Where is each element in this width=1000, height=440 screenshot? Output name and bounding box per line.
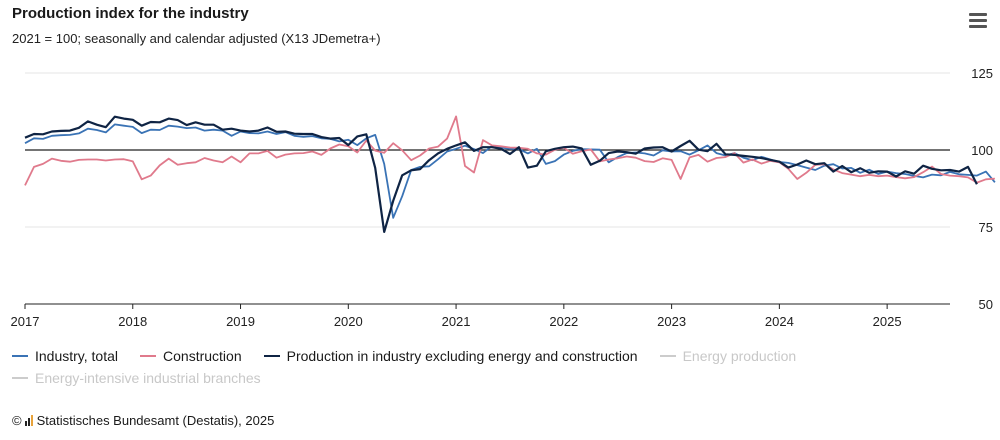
y-tick-label: 100 <box>971 143 993 158</box>
series-line-construction[interactable] <box>24 115 995 186</box>
x-tick-label: 2019 <box>226 314 255 329</box>
hamburger-menu-icon[interactable] <box>966 10 990 34</box>
series-line-production-in-industry-excluding-energy-and-construction[interactable] <box>24 115 978 233</box>
legend-item-energy-production[interactable]: Energy production <box>659 348 797 364</box>
y-tick-label: 50 <box>979 297 993 312</box>
line-chart: 50 75 100 125 2017 2018 2019 2020 2021 2022 2023 20… <box>11 66 996 329</box>
x-tick-label: 2020 <box>334 314 363 329</box>
destatis-logo-icon <box>24 415 33 426</box>
legend-label: Construction <box>163 348 242 364</box>
gridlines <box>25 72 950 305</box>
legend-swatch <box>140 355 157 357</box>
y-tick-label: 125 <box>971 66 993 81</box>
x-tick-label: 2023 <box>657 314 686 329</box>
x-tick-label: 2022 <box>549 314 578 329</box>
legend-swatch <box>659 355 676 357</box>
legend-item-industry-total[interactable]: Industry, total <box>12 348 118 364</box>
menu-bar <box>969 25 987 28</box>
legend-label: Energy-intensive industrial branches <box>35 370 261 386</box>
legend-item-production-excl-energy[interactable]: Production in industry excluding energy … <box>263 348 638 364</box>
series-lines <box>24 115 996 233</box>
axes: 50 75 100 125 2017 2018 2019 2020 2021 2022 2023 20… <box>11 66 993 329</box>
x-tick-label: 2021 <box>442 314 471 329</box>
legend-label: Industry, total <box>35 348 119 364</box>
legend-swatch <box>263 355 280 357</box>
series-line-industry-total[interactable] <box>24 123 996 219</box>
copyright-symbol: © <box>12 413 22 428</box>
legend-label: Energy production <box>682 348 797 364</box>
y-tick-label: 75 <box>979 220 993 235</box>
chart-title: Production index for the industry <box>12 5 249 22</box>
legend-item-energy-intensive[interactable]: Energy-intensive industrial branches <box>12 370 261 386</box>
chart-legend: Industry, total Construction Production … <box>12 345 912 389</box>
menu-bar <box>969 13 987 16</box>
legend-swatch <box>12 377 28 379</box>
x-tick-label: 2024 <box>765 314 794 329</box>
legend-label: Production in industry excluding energy … <box>286 348 638 364</box>
x-tick-label: 2018 <box>118 314 147 329</box>
legend-item-construction[interactable]: Construction <box>140 348 242 364</box>
chart-subtitle: 2021 = 100; seasonally and calendar adju… <box>12 31 381 46</box>
source-credit: © Statistisches Bundesamt (Destatis), 20… <box>12 413 274 428</box>
x-tick-label: 2017 <box>11 314 40 329</box>
menu-bar <box>969 19 987 22</box>
legend-swatch <box>12 355 28 357</box>
x-tick-label: 2025 <box>873 314 902 329</box>
source-text: Statistisches Bundesamt (Destatis), 2025 <box>36 413 275 428</box>
